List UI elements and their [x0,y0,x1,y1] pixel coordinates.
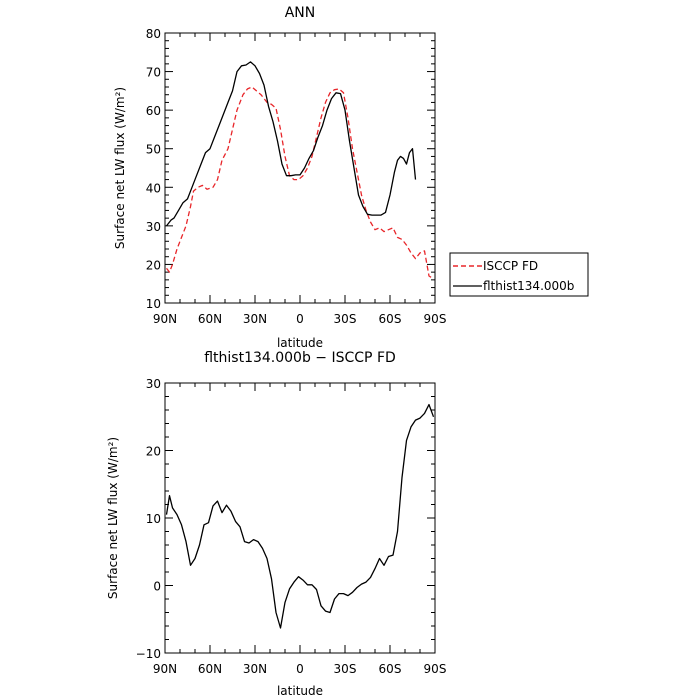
y-tick-label: −10 [136,647,161,661]
legend-label-isccp: ISCCP FD [483,259,538,273]
y-tick-label: 10 [146,512,161,526]
y-tick-label: 20 [146,445,161,459]
bottom-chart-x-ticks: 90N 60N 30N 0 30S 60S 90S [153,383,447,676]
x-tick-label: 60N [198,312,222,326]
x-tick-label: 30S [334,662,357,676]
x-tick-label: 60S [379,312,402,326]
bottom-chart-series [165,403,435,629]
top-chart-ylabel: Surface net LW flux (W/m²) [113,87,127,249]
x-tick-label: 30N [243,662,267,676]
top-chart-x-ticks: 90N 60N 30N 0 30S 60S 90S [153,33,447,326]
x-tick-label: 30N [243,312,267,326]
y-tick-label: 10 [146,297,161,311]
x-tick-label: 60S [379,662,402,676]
series-line-2 [165,61,417,227]
series-line-1 [165,403,435,629]
bottom-chart-ylabel: Surface net LW flux (W/m²) [106,437,120,599]
x-tick-label: 60N [198,662,222,676]
y-tick-label: 50 [146,143,161,157]
bottom-chart-title: flthist134.000b − ISCCP FD [204,350,396,366]
y-tick-label: 40 [146,181,161,195]
top-chart-legend: ISCCP FD flthist134.000b [449,252,589,297]
y-tick-label: 20 [146,258,161,272]
y-tick-label: 30 [146,377,161,391]
x-tick-label: 90N [153,662,177,676]
top-chart-plot-frame [164,32,436,304]
top-chart-series [165,61,433,279]
x-tick-label: 0 [296,312,304,326]
y-tick-label: 30 [146,220,161,234]
x-tick-label: 90S [424,312,447,326]
bottom-chart-plot-frame [164,382,436,654]
x-tick-label: 90N [153,312,177,326]
bottom-chart-xlabel: latitude [277,684,323,698]
top-chart-y-ticks: 10 20 30 40 50 60 70 80 [146,27,435,311]
legend-label-flthist: flthist134.000b [483,279,574,293]
y-tick-label: 60 [146,104,161,118]
legend-box [449,252,589,297]
x-tick-label: 30S [334,312,357,326]
bottom-chart: flthist134.000b − ISCCP FD Surface net L… [106,350,446,698]
y-tick-label: 0 [153,580,161,594]
y-tick-label: 70 [146,66,161,80]
x-tick-label: 0 [296,662,304,676]
top-chart: ANN Surface net LW flux (W/m²) latitude … [113,5,589,350]
x-tick-label: 90S [424,662,447,676]
top-chart-xlabel: latitude [277,336,323,350]
bottom-chart-y-ticks: −10 0 10 20 30 [136,377,435,661]
top-chart-title: ANN [285,5,316,21]
series-line-1 [165,86,433,279]
y-tick-label: 80 [146,27,161,41]
